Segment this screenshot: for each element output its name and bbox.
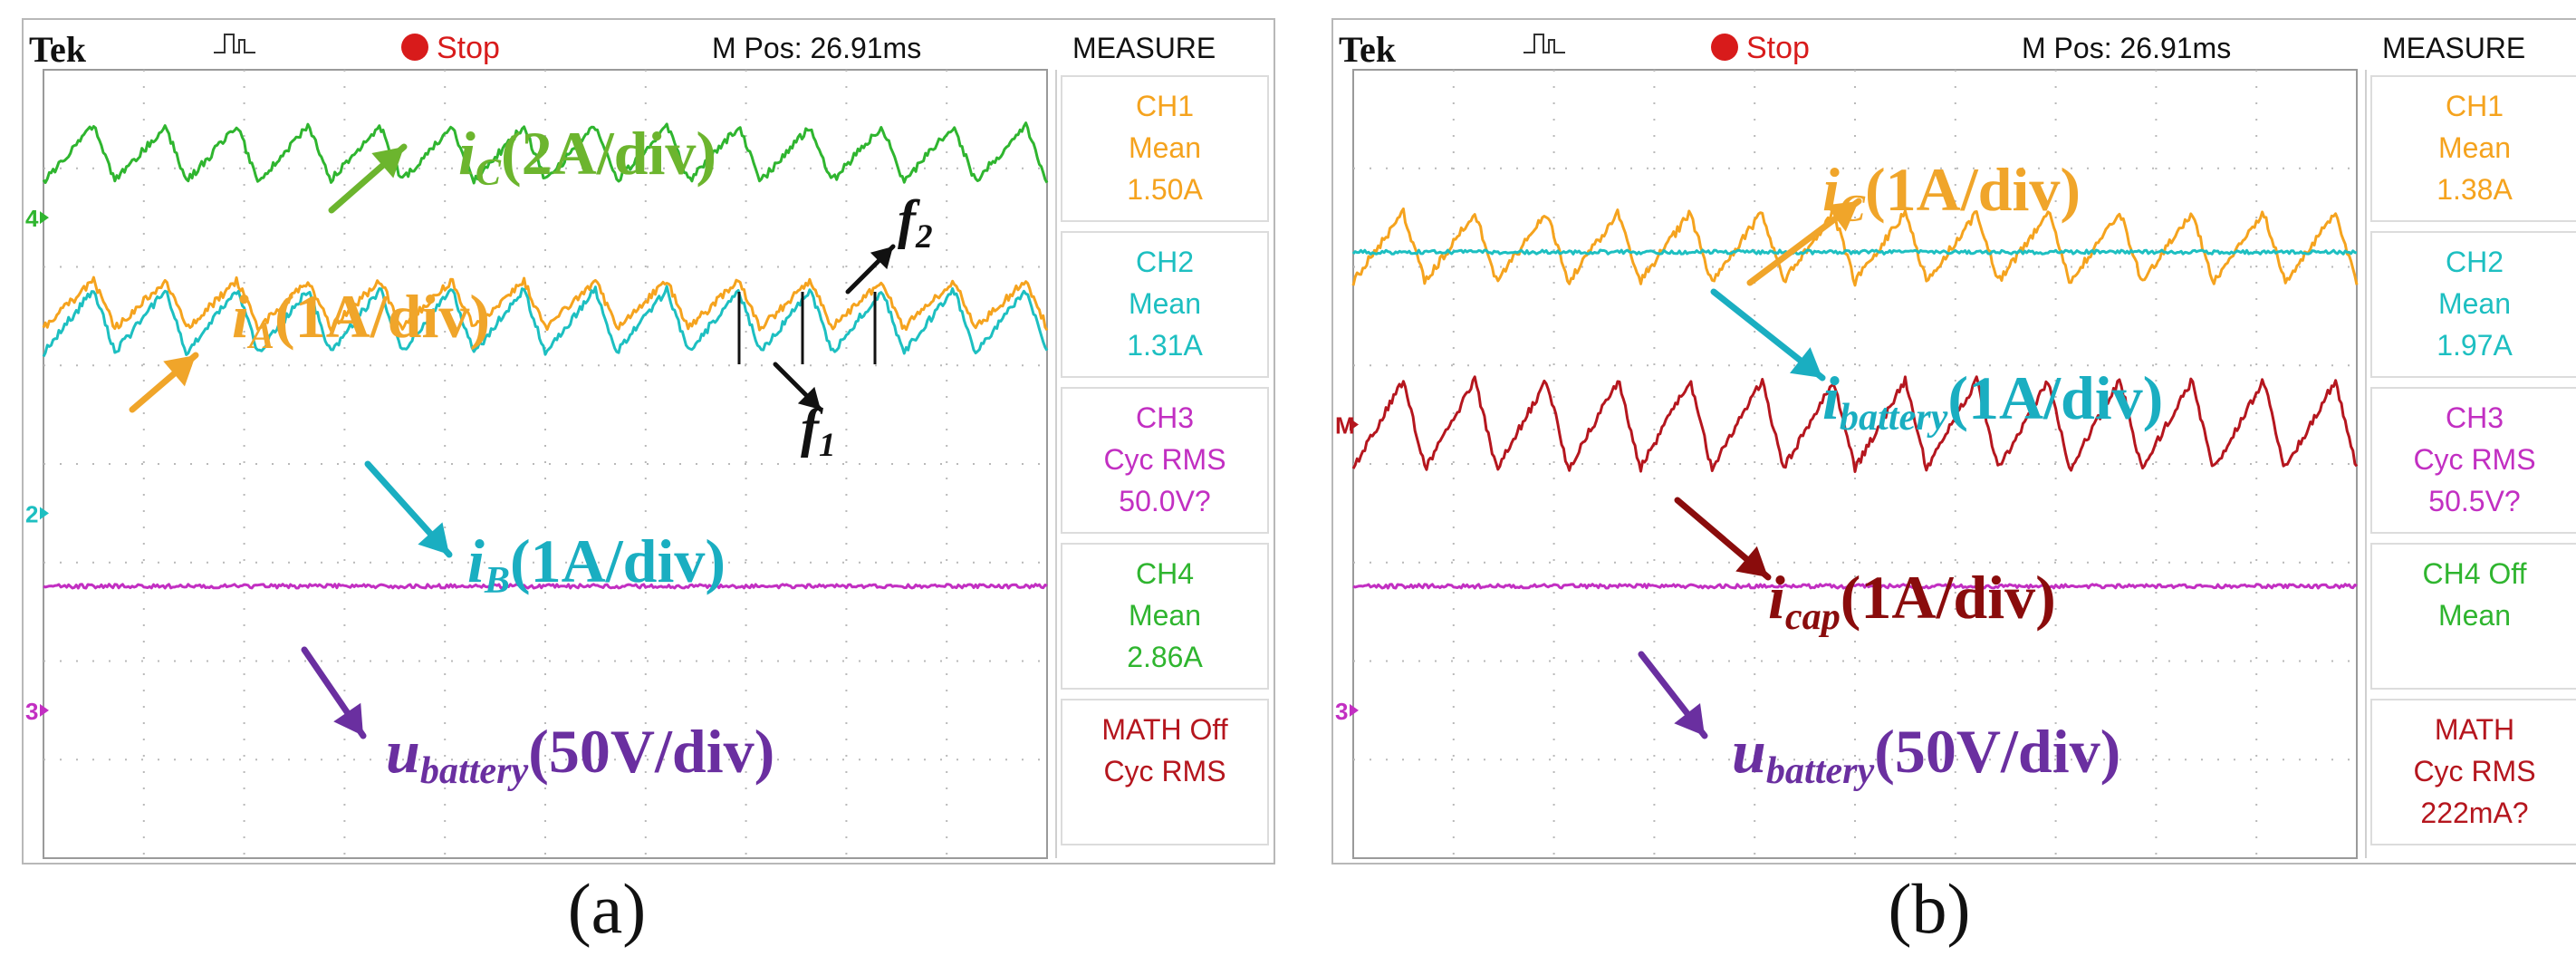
measure-line: 50.5V?	[2428, 485, 2520, 517]
scope-panel-b: Tek Stop M Pos: 26.91ms MEASURE M 3 CH1 Mean 1.3…	[1331, 18, 2576, 865]
measure-box-4: CH4 Mean 2.86A	[1061, 543, 1269, 690]
svg-text:2: 2	[25, 500, 38, 527]
arrow-iB	[364, 460, 453, 558]
measure-line: CH2	[1136, 246, 1194, 278]
channel-marker-2: 2	[25, 500, 49, 527]
measure-line: CH2	[2446, 246, 2504, 278]
trace-ibattery	[1351, 248, 2358, 256]
scope-screen-a: Tek Stop M Pos: 26.91ms MEASURE 4 2 3 CH1 Mean 1.…	[25, 29, 1269, 859]
measure-line: MATH Off	[1101, 713, 1227, 746]
measure-line: 1.31A	[1127, 329, 1203, 362]
run-status: Stop	[437, 31, 500, 65]
label-ubattery: ubattery(50V/div)	[1732, 717, 2120, 792]
arrow-f1	[773, 362, 823, 412]
caption-b: (b)	[1888, 869, 1971, 948]
annotations-a: iC(2A/div) iA(1A/div) iB(1A/div) ubattery(5…	[129, 119, 933, 792]
measure-line: Cyc RMS	[2413, 443, 2535, 476]
measure-line: Mean	[2438, 131, 2511, 164]
measure-line: CH3	[1136, 401, 1194, 434]
measure-box-1: CH1 Mean 1.50A	[1061, 75, 1269, 222]
trace-ubattery	[43, 583, 1048, 590]
measure-line: Cyc RMS	[1103, 755, 1226, 787]
stop-icon	[1711, 34, 1738, 61]
arrow-ibattery	[1710, 288, 1826, 382]
measure-box-1: CH1 Mean 1.38A	[2370, 75, 2576, 222]
measure-line: Mean	[1129, 599, 1201, 632]
label-ubattery: ubattery(50V/div)	[386, 717, 774, 792]
label-iC: iC(2A/div)	[458, 119, 716, 194]
svg-text:4: 4	[25, 205, 39, 232]
measure-line: Mean	[1129, 287, 1201, 320]
label-iB: iB(1A/div)	[467, 526, 726, 602]
graticule	[43, 69, 1048, 859]
trace-icap	[1351, 375, 2359, 473]
arrow-iC	[1746, 198, 1862, 286]
measure-line: 50.0V?	[1119, 485, 1210, 517]
arrow-iA	[129, 352, 199, 413]
measure-panel: CH1 Mean 1.50A CH2 Mean 1.31A CH3 Cyc RMS 50.0V?…	[1055, 70, 1269, 858]
measure-line: 1.97A	[2437, 329, 2513, 362]
measure-box-5: MATH Off Cyc RMS	[1061, 699, 1269, 845]
measure-box-4: CH4 Off Mean	[2370, 543, 2576, 690]
arrow-ubattery	[1638, 651, 1708, 739]
measure-line: CH4 Off	[2423, 557, 2527, 590]
arrow-ubattery	[301, 646, 367, 739]
label-ibattery: ibattery(1A/div)	[1822, 363, 2163, 439]
m-pos-readout: M Pos: 26.91ms	[2022, 32, 2231, 64]
annotations-b: iC(1A/div)ibattery(1A/div)icap(1A/div)ub…	[1638, 155, 2163, 792]
measure-line: CH4	[1136, 557, 1194, 590]
caption-a: (a)	[567, 869, 647, 948]
stop-icon	[401, 34, 428, 61]
trigger-icon	[1523, 34, 1565, 53]
scope-header: Tek Stop M Pos: 26.91ms MEASURE	[1339, 29, 2525, 89]
measure-box-2: CH2 Mean 1.31A	[1061, 231, 1269, 378]
measure-line: CH1	[1136, 90, 1194, 122]
arrow-iC	[328, 143, 408, 214]
run-status: Stop	[1746, 31, 1810, 65]
channel-marker-3: 3	[25, 698, 49, 725]
measure-box-3: CH3 Cyc RMS 50.5V?	[2370, 387, 2576, 534]
label-icap: icap(1A/div)	[1768, 563, 2056, 638]
trace-iA	[42, 275, 1049, 333]
arrow-icap	[1674, 497, 1772, 581]
measure-line: 1.50A	[1127, 173, 1203, 206]
trace-ubattery	[1352, 583, 2358, 590]
measure-line: 1.38A	[2437, 173, 2513, 206]
channel-marker-M: M	[1335, 412, 1359, 440]
measure-line: CH3	[2446, 401, 2504, 434]
measure-line: Mean	[2438, 599, 2511, 632]
measure-title: MEASURE	[1072, 32, 1216, 64]
measure-line: Mean	[2438, 287, 2511, 320]
measure-line: CH1	[2446, 90, 2504, 122]
tek-logo: Tek	[29, 29, 87, 70]
measure-panel: CH1 Mean 1.38A CH2 Mean 1.97A CH3 Cyc RMS 50.5V?…	[2365, 70, 2576, 858]
scope-screen-b: Tek Stop M Pos: 26.91ms MEASURE M 3 CH1 Mean 1.3…	[1335, 29, 2576, 859]
svg-text:3: 3	[25, 698, 38, 725]
trigger-icon	[214, 34, 255, 53]
measure-line: Cyc RMS	[1103, 443, 1226, 476]
label-iA: iA(1A/div)	[232, 282, 490, 357]
scope-panel-a: Tek Stop M Pos: 26.91ms MEASURE 4 2 3 CH1 Mean 1.…	[22, 18, 1275, 865]
measure-line: MATH	[2435, 713, 2514, 746]
measure-title: MEASURE	[2382, 32, 2525, 64]
m-pos-readout: M Pos: 26.91ms	[712, 32, 921, 64]
measure-box-2: CH2 Mean 1.97A	[2370, 231, 2576, 378]
measure-line: 222mA?	[2420, 797, 2528, 829]
arrow-f2	[845, 244, 896, 295]
measure-box-5: MATH Cyc RMS 222mA?	[2370, 699, 2576, 845]
trace-iB	[42, 285, 1049, 358]
trace-iC	[42, 121, 1049, 185]
measure-line: Cyc RMS	[2413, 755, 2535, 787]
channel-marker-3: 3	[1335, 698, 1359, 725]
svg-text:3: 3	[1335, 698, 1348, 725]
measure-line: 2.86A	[1127, 641, 1203, 673]
channel-marker-4: 4	[25, 205, 49, 232]
tek-logo: Tek	[1339, 29, 1397, 70]
measure-line: Mean	[1129, 131, 1201, 164]
measure-box-3: CH3 Cyc RMS 50.0V?	[1061, 387, 1269, 534]
scope-header: Tek Stop M Pos: 26.91ms MEASURE	[29, 29, 1216, 89]
